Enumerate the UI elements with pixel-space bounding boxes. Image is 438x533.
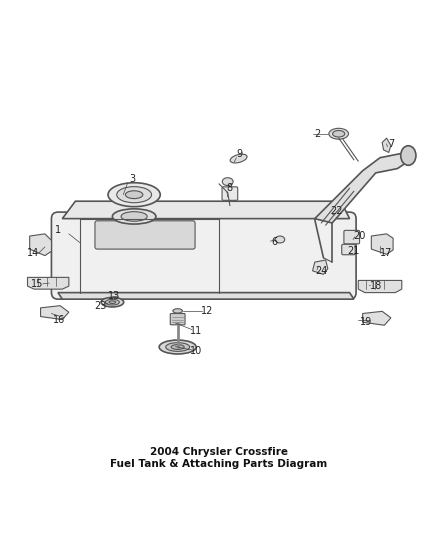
- Polygon shape: [382, 138, 391, 152]
- Polygon shape: [58, 293, 354, 299]
- Ellipse shape: [101, 297, 124, 307]
- Ellipse shape: [332, 131, 345, 137]
- Text: 23: 23: [95, 301, 107, 311]
- Text: 22: 22: [330, 206, 343, 216]
- Text: 2004 Chrysler Crossfire
Fuel Tank & Attaching Parts Diagram: 2004 Chrysler Crossfire Fuel Tank & Atta…: [110, 447, 328, 469]
- Ellipse shape: [166, 343, 190, 351]
- Ellipse shape: [121, 212, 147, 221]
- Text: 1: 1: [55, 224, 61, 235]
- Polygon shape: [41, 305, 69, 320]
- Ellipse shape: [401, 146, 416, 165]
- Text: 7: 7: [389, 139, 395, 149]
- Ellipse shape: [113, 209, 156, 224]
- Ellipse shape: [230, 154, 247, 163]
- Ellipse shape: [222, 177, 233, 185]
- Text: 3: 3: [129, 174, 135, 184]
- Ellipse shape: [159, 340, 196, 354]
- Text: 19: 19: [360, 317, 372, 327]
- Polygon shape: [30, 234, 51, 256]
- Ellipse shape: [171, 345, 184, 350]
- Ellipse shape: [106, 300, 119, 305]
- FancyBboxPatch shape: [222, 187, 238, 200]
- Ellipse shape: [125, 191, 143, 199]
- Text: 15: 15: [31, 279, 43, 289]
- Ellipse shape: [173, 309, 183, 313]
- Ellipse shape: [108, 183, 160, 207]
- FancyBboxPatch shape: [344, 230, 360, 244]
- Text: 20: 20: [353, 231, 365, 241]
- Polygon shape: [363, 311, 391, 325]
- Text: 9: 9: [237, 149, 243, 159]
- Ellipse shape: [117, 187, 152, 203]
- Ellipse shape: [109, 301, 116, 303]
- Text: 2: 2: [314, 129, 320, 139]
- Text: 10: 10: [190, 346, 202, 356]
- Polygon shape: [28, 277, 69, 289]
- Polygon shape: [371, 234, 393, 254]
- Text: 21: 21: [347, 246, 359, 256]
- Polygon shape: [315, 154, 410, 223]
- FancyBboxPatch shape: [51, 212, 356, 299]
- FancyBboxPatch shape: [95, 221, 195, 249]
- Text: 8: 8: [227, 183, 233, 193]
- Text: 24: 24: [315, 266, 328, 276]
- Text: 6: 6: [271, 237, 277, 247]
- FancyBboxPatch shape: [170, 313, 185, 325]
- Text: 11: 11: [190, 326, 202, 336]
- Ellipse shape: [275, 236, 285, 243]
- Polygon shape: [358, 280, 402, 293]
- Text: 14: 14: [27, 248, 39, 259]
- Ellipse shape: [329, 128, 349, 139]
- Text: 12: 12: [201, 306, 213, 316]
- Text: 16: 16: [53, 314, 65, 325]
- Polygon shape: [313, 260, 328, 274]
- Text: 13: 13: [108, 291, 120, 301]
- Text: 17: 17: [379, 247, 392, 257]
- Polygon shape: [62, 201, 350, 219]
- FancyBboxPatch shape: [342, 244, 355, 255]
- Text: 18: 18: [371, 281, 383, 290]
